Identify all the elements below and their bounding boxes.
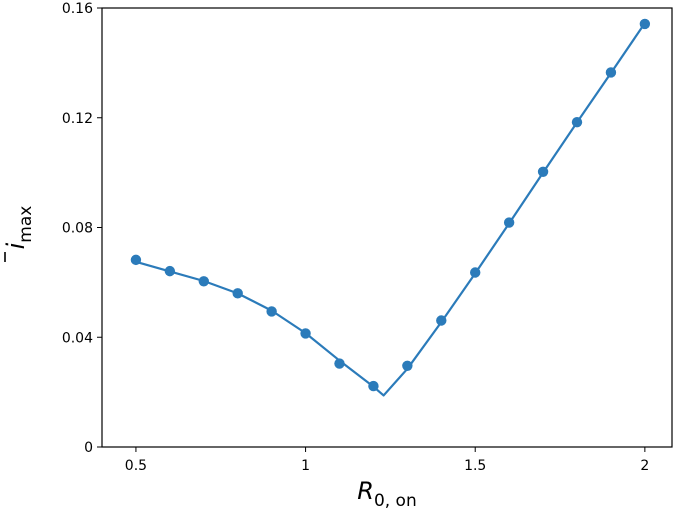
data-point (605, 67, 617, 78)
data-point (639, 18, 651, 30)
y-axis-label-subscript: max (16, 206, 36, 243)
data-point (266, 306, 277, 317)
x-axis-label-subscript: 0, on (374, 491, 417, 509)
series-line (134, 21, 646, 397)
y-tick-label: 0.08 (62, 221, 93, 237)
data-point (300, 328, 311, 339)
x-tick-label: 1.5 (464, 458, 486, 474)
data-point (334, 358, 345, 369)
data-point (571, 116, 583, 128)
x-tick-label: 2 (640, 458, 649, 474)
data-point (164, 265, 176, 277)
ticks-layer: 0.5 1 1.5 2 0 0.04 0.08 0.12 0.16 (62, 1, 649, 474)
y-axis-label-group: imax (2, 206, 36, 262)
marks-layer (130, 18, 651, 397)
x-axis-label: R0, on (357, 477, 417, 509)
y-axis-label-main: i (2, 242, 30, 249)
y-tick-label: 0.16 (62, 1, 93, 17)
x-tick-label: 1 (301, 458, 310, 474)
y-axis-label: imax (2, 206, 36, 250)
x-tick-label: 0.5 (125, 458, 147, 474)
data-point (198, 276, 209, 287)
x-axis-label-main: R (357, 477, 374, 505)
data-point (232, 288, 243, 299)
data-point (402, 360, 413, 371)
data-point (470, 267, 481, 278)
data-point (503, 217, 515, 228)
y-tick-label: 0.12 (62, 111, 93, 127)
data-point (537, 166, 549, 177)
y-tick-label: 0 (84, 440, 93, 456)
data-point (436, 315, 447, 326)
y-tick-label: 0.04 (62, 330, 93, 346)
data-point (368, 380, 379, 392)
data-point (130, 254, 142, 266)
plot-frame (101, 7, 673, 448)
